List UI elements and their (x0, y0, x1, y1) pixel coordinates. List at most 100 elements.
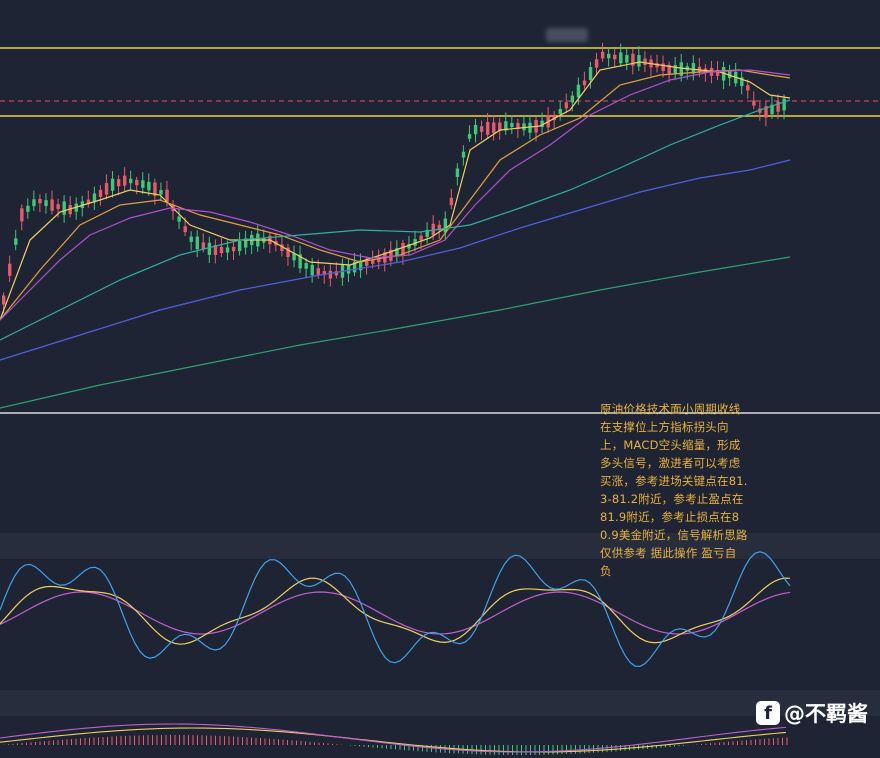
candle-body (498, 122, 502, 132)
candle-body (50, 199, 54, 211)
candle-body (147, 181, 151, 191)
candle-body (62, 201, 66, 215)
candle-body (371, 259, 375, 264)
candle-body (625, 55, 629, 63)
candle-body (135, 179, 139, 186)
candle-body (425, 229, 429, 237)
candle-body (298, 254, 302, 269)
oscillator-line-blue (0, 551, 791, 668)
candle-body (129, 178, 133, 184)
candle-body (110, 178, 115, 191)
candle-body (770, 104, 774, 115)
candle-body (377, 256, 381, 263)
candle-body (219, 246, 224, 254)
candle-body (492, 122, 496, 133)
candle-body (292, 253, 296, 261)
candle-body (600, 51, 605, 59)
candle-body (304, 263, 308, 269)
candle-body (631, 53, 635, 66)
candle-body (673, 65, 677, 75)
macd-dif-line (0, 723, 787, 753)
candle-body (244, 238, 248, 248)
candle-body (123, 175, 127, 186)
candle-body (2, 295, 6, 305)
candle-body (365, 261, 369, 266)
candle-body (431, 223, 435, 236)
candle-body (449, 197, 454, 206)
candle-body (26, 205, 30, 212)
candle-body (195, 236, 199, 250)
watermark: f @不羁酱 (756, 698, 868, 728)
candle-body (56, 204, 60, 209)
candle-body (38, 198, 42, 204)
candle-body (225, 247, 230, 253)
candle-body (189, 236, 193, 242)
ma-line-purple (0, 69, 791, 321)
candle-body (613, 54, 617, 60)
candle-body (389, 249, 393, 261)
candle-body (510, 123, 514, 128)
candle-body (413, 239, 417, 246)
candle-body (68, 205, 72, 215)
candle-body (237, 241, 242, 251)
panel-divider (0, 690, 880, 716)
candle-body (86, 199, 91, 204)
candle-body (14, 238, 18, 245)
panel-divider (0, 533, 880, 559)
watermark-text: @不羁酱 (784, 702, 868, 726)
candle-body (104, 183, 109, 195)
candle-body (516, 122, 520, 130)
candle-body (8, 263, 12, 276)
candle-body (746, 85, 750, 91)
candle-body (764, 106, 768, 118)
candle-body (443, 218, 448, 233)
candle-body (177, 216, 181, 222)
candle-body (201, 242, 206, 250)
candle-body (667, 64, 671, 74)
candle-body (486, 122, 490, 135)
candle-body (207, 242, 212, 255)
candle-body (564, 102, 569, 109)
candle-body (582, 80, 587, 86)
candle-body (504, 121, 508, 131)
candle-body (334, 271, 339, 276)
candle-body (576, 84, 581, 98)
candle-body (552, 114, 556, 121)
candle-body (141, 180, 145, 188)
candle-body (473, 124, 478, 135)
candle-body (316, 268, 320, 275)
macd-dea-line (0, 727, 787, 753)
candle-body (752, 100, 756, 106)
candle-body (782, 98, 786, 111)
candle-body (159, 190, 163, 195)
platform-logo-icon: f (756, 701, 780, 725)
candle-body (588, 67, 593, 81)
candle-body (153, 182, 157, 196)
candle-body (92, 193, 97, 203)
candle-body (594, 59, 599, 68)
candle-body (280, 244, 284, 252)
blurred-label (546, 28, 588, 42)
candle-body (98, 189, 103, 197)
candle-body (358, 260, 363, 271)
candle-body (528, 122, 532, 133)
candle-body (691, 63, 696, 74)
candle-body (540, 120, 544, 127)
candle-body (310, 264, 314, 276)
candle-body (395, 248, 399, 257)
candle-body (407, 244, 411, 249)
candle-body (679, 62, 683, 76)
candle-body (643, 58, 647, 65)
candle-body (213, 245, 218, 255)
candle-body (776, 101, 780, 112)
candle-body (437, 224, 441, 231)
candle-body (32, 199, 36, 207)
candle-body (522, 123, 526, 131)
ma-line-green (0, 256, 791, 409)
candle-body (20, 208, 24, 222)
candle-body (328, 270, 333, 279)
candle-body (558, 108, 562, 114)
candle-body (467, 134, 472, 139)
